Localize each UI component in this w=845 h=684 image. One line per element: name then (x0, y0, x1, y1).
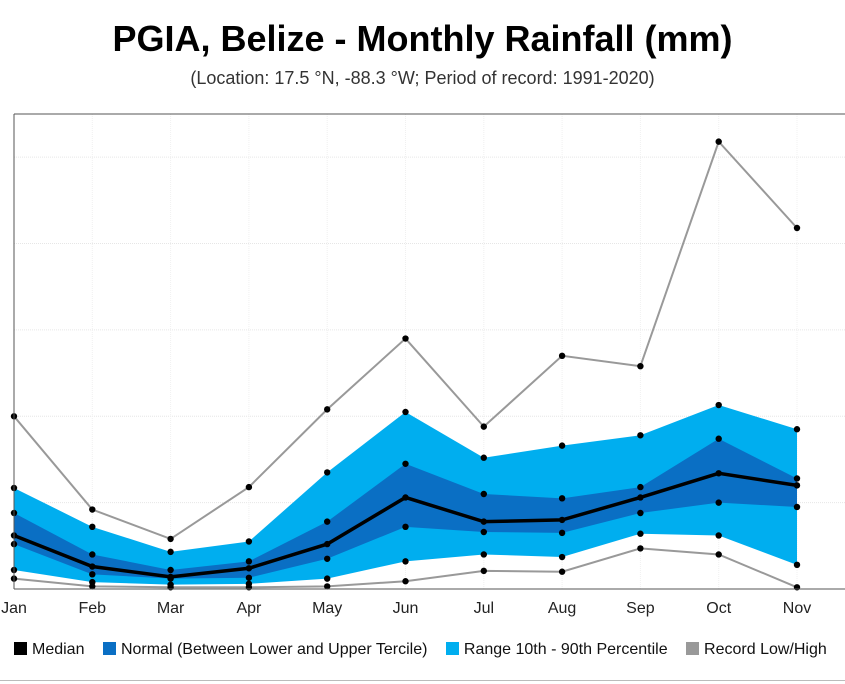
record-high-point (324, 406, 331, 413)
record-low-point (558, 568, 566, 575)
range-upper-point (637, 432, 644, 439)
legend-swatch-normal (102, 642, 116, 655)
x-tick-label: Jan (1, 600, 27, 617)
normal-upper-point (89, 551, 96, 558)
record-low-point (793, 584, 801, 591)
legend-swatch-median (14, 642, 27, 655)
normal-upper-point (245, 558, 253, 565)
range-upper-point (558, 442, 566, 449)
normal-upper-point (480, 490, 487, 498)
range-lower-point (558, 553, 566, 561)
legend-label-median: Median (32, 641, 85, 658)
range-upper-point (167, 548, 174, 556)
normal-lower-point (793, 503, 801, 511)
range-upper-point (480, 454, 487, 461)
normal-lower-point (402, 523, 409, 531)
record-low-point (637, 545, 644, 552)
record-high-point (480, 423, 487, 430)
x-tick-label: Nov (783, 600, 811, 617)
legend-item-record: Record Low/High (686, 641, 827, 659)
range-upper-point (793, 426, 801, 433)
normal-lower-point (558, 529, 566, 537)
legend-swatch-record (686, 642, 700, 655)
range-upper-point (402, 408, 409, 416)
normal-upper-point (167, 566, 174, 574)
bottom-divider (0, 680, 845, 681)
x-tick-label: Aug (548, 600, 576, 617)
record-low-point (324, 583, 331, 590)
record-high-point (89, 506, 96, 513)
range-lower-point (402, 558, 409, 565)
record-high-point (245, 483, 253, 491)
median-point (89, 563, 96, 570)
normal-upper-point (793, 475, 801, 482)
range-lower-point (793, 561, 801, 569)
record-high-point (793, 224, 801, 232)
record-high-point (637, 362, 644, 370)
normal-tercile-band (14, 438, 797, 579)
normal-upper-point (324, 518, 331, 525)
range-upper-point (324, 469, 331, 476)
x-tick-label: Mar (157, 600, 185, 617)
range-lower-point (480, 551, 487, 558)
range-lower-point (89, 578, 96, 586)
legend-item-normal: Normal (Between Lower and Upper Tercile) (102, 641, 428, 659)
median-point (480, 518, 487, 525)
record-low-point (402, 578, 409, 585)
x-tick-label: Feb (79, 600, 107, 617)
legend-item-median: Median (14, 641, 84, 659)
record-low-point (715, 551, 722, 558)
record-high-point (402, 335, 409, 342)
normal-lower-point (89, 571, 96, 578)
record-high-point (715, 138, 722, 145)
x-tick-label: Sep (626, 600, 655, 617)
range-upper-point (715, 401, 722, 409)
normal-upper-point (637, 483, 644, 491)
median-point (715, 470, 722, 477)
chart-title: PGIA, Belize - Monthly Rainfall (mm) (112, 18, 733, 59)
x-tick-label: Oct (706, 600, 731, 617)
normal-upper-point (558, 495, 566, 502)
range-lower-point (715, 532, 722, 539)
legend-swatch-range (445, 642, 459, 655)
x-tick-label: May (312, 600, 342, 617)
median-point (245, 565, 253, 572)
range-upper-point (89, 523, 96, 531)
median-point (637, 494, 644, 501)
legend-label-record: Record Low/High (704, 641, 827, 658)
range-upper-point (245, 538, 253, 545)
record-high-point (558, 352, 566, 360)
x-tick-label: Jun (393, 600, 419, 617)
median-point (167, 573, 174, 581)
legend-label-range: Range 10th - 90th Percentile (463, 641, 668, 658)
range-lower-point (245, 580, 253, 588)
x-tick-label: Jul (474, 600, 494, 617)
normal-upper-point (402, 460, 409, 467)
chart-legend: Median Normal (Between Lower and Upper T… (14, 641, 845, 665)
median-point (793, 482, 801, 489)
record-low-point (480, 567, 487, 575)
normal-lower-point (324, 555, 331, 562)
median-point (402, 494, 409, 501)
legend-label-normal: Normal (Between Lower and Upper Tercile) (120, 641, 428, 658)
normal-lower-point (637, 509, 644, 517)
legend-item-range: Range 10th - 90th Percentile (445, 641, 668, 659)
chart-subtitle: (Location: 17.5 °N, -88.3 °W; Period of … (190, 68, 655, 88)
normal-lower-point (245, 574, 253, 581)
normal-lower-point (480, 528, 487, 536)
normal-upper-point (715, 435, 722, 442)
x-tick-label: Apr (236, 600, 262, 617)
range-lower-point (167, 581, 174, 588)
normal-lower-point (715, 499, 722, 506)
median-point (324, 540, 331, 548)
record-high-point (167, 535, 174, 543)
range-lower-point (324, 575, 331, 582)
median-point (558, 516, 566, 524)
range-lower-point (637, 530, 644, 537)
